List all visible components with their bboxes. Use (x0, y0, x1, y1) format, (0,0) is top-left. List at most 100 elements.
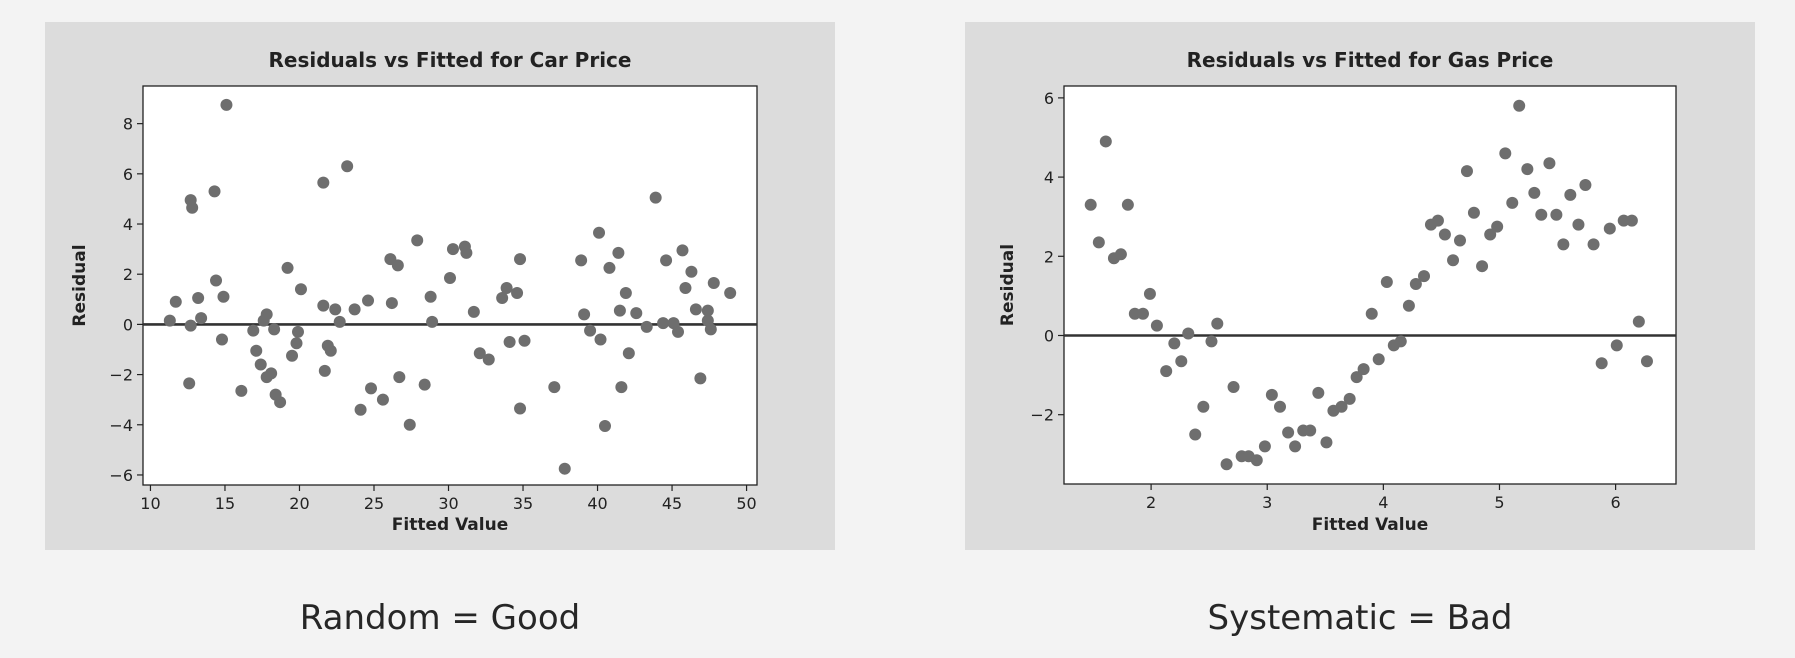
data-point (701, 304, 714, 317)
data-point (215, 333, 228, 346)
x-tick-label: 10 (140, 494, 160, 513)
x-tick-label: 6 (1611, 493, 1621, 512)
data-point (1535, 208, 1548, 221)
data-point (324, 344, 337, 357)
data-point (1499, 147, 1512, 160)
data-point (317, 299, 330, 312)
y-tick-label: 6 (123, 165, 133, 184)
x-tick-label: 15 (215, 494, 235, 513)
data-point (689, 303, 702, 316)
data-point (286, 349, 299, 362)
caption-random-good: Random = Good (299, 598, 581, 638)
data-point (1640, 355, 1653, 368)
data-point (1350, 371, 1363, 384)
data-point (593, 226, 606, 239)
data-point (619, 287, 632, 300)
data-point (1092, 236, 1105, 249)
data-point (660, 254, 673, 267)
data-point (548, 381, 561, 394)
data-point (1431, 214, 1444, 227)
data-point (1491, 220, 1504, 233)
data-point (460, 246, 473, 259)
data-point (348, 303, 361, 316)
data-point (1625, 214, 1638, 227)
data-point (1365, 307, 1378, 320)
data-point (503, 335, 516, 348)
data-point (195, 312, 208, 325)
x-tick-label: 50 (736, 494, 756, 513)
data-point (1211, 317, 1224, 330)
data-point (1335, 400, 1348, 413)
data-point (391, 259, 404, 272)
data-point (418, 378, 431, 391)
data-point (1320, 436, 1333, 449)
data-point (393, 371, 406, 384)
x-tick-label: 3 (1262, 493, 1272, 512)
data-point (1182, 327, 1195, 340)
y-tick-label: 2 (1044, 247, 1054, 266)
data-point (247, 324, 260, 337)
x-tick-label: 20 (289, 494, 309, 513)
data-point (1632, 315, 1645, 328)
data-point (1476, 260, 1489, 273)
data-point (208, 185, 221, 198)
data-point (1521, 163, 1534, 176)
data-point (1557, 238, 1570, 251)
data-point (403, 418, 416, 431)
data-point (291, 325, 304, 338)
data-point (1099, 135, 1112, 148)
plot-area (142, 85, 758, 486)
data-point (1227, 380, 1240, 393)
data-point (1454, 234, 1466, 247)
data-point (1447, 254, 1460, 267)
data-point (217, 290, 230, 303)
data-point (598, 420, 611, 433)
data-point (317, 176, 330, 189)
data-point (1084, 198, 1097, 211)
data-point (235, 384, 248, 397)
data-point (612, 246, 625, 259)
gas-price-residual-plot: Residuals vs Fitted for Gas Price 2 3 4 5 6 −2… (998, 48, 1677, 535)
data-point (169, 295, 182, 308)
data-point (514, 402, 527, 415)
x-axis-label: Fitted Value (392, 515, 508, 535)
chart-title: Residuals vs Fitted for Car Price (269, 48, 632, 72)
data-point (672, 325, 685, 338)
data-point (318, 364, 331, 377)
data-point (676, 244, 689, 257)
data-point (365, 382, 378, 395)
data-point (385, 297, 398, 310)
data-point (1579, 179, 1592, 192)
data-point (1372, 353, 1385, 366)
y-tick-label: 0 (1044, 326, 1054, 345)
data-point (250, 344, 263, 357)
y-tick-label: −2 (1030, 406, 1054, 425)
data-point (192, 292, 205, 305)
data-point (1150, 319, 1163, 332)
data-point (411, 234, 424, 247)
data-point (333, 315, 346, 328)
data-point (704, 323, 717, 336)
data-point (1484, 228, 1497, 241)
data-point (1175, 355, 1188, 368)
data-point (354, 403, 367, 416)
data-point (1380, 276, 1393, 289)
data-point (1603, 222, 1616, 235)
data-point (558, 462, 571, 475)
y-tick-label: 4 (123, 215, 133, 234)
data-point (1250, 454, 1263, 467)
data-point (1189, 428, 1202, 441)
data-point (1289, 440, 1302, 453)
data-point (500, 282, 513, 295)
data-point (511, 287, 524, 300)
data-point (1467, 206, 1480, 219)
data-point (467, 305, 480, 318)
left-chart-panel: Residuals vs Fitted for Car Price 10 15 20 2… (45, 22, 835, 550)
data-point (694, 372, 707, 385)
data-point (707, 276, 720, 289)
data-point (630, 307, 643, 320)
y-tick-label: 4 (1044, 168, 1054, 187)
data-point (1513, 99, 1526, 112)
y-tick-label: −6 (109, 466, 133, 485)
